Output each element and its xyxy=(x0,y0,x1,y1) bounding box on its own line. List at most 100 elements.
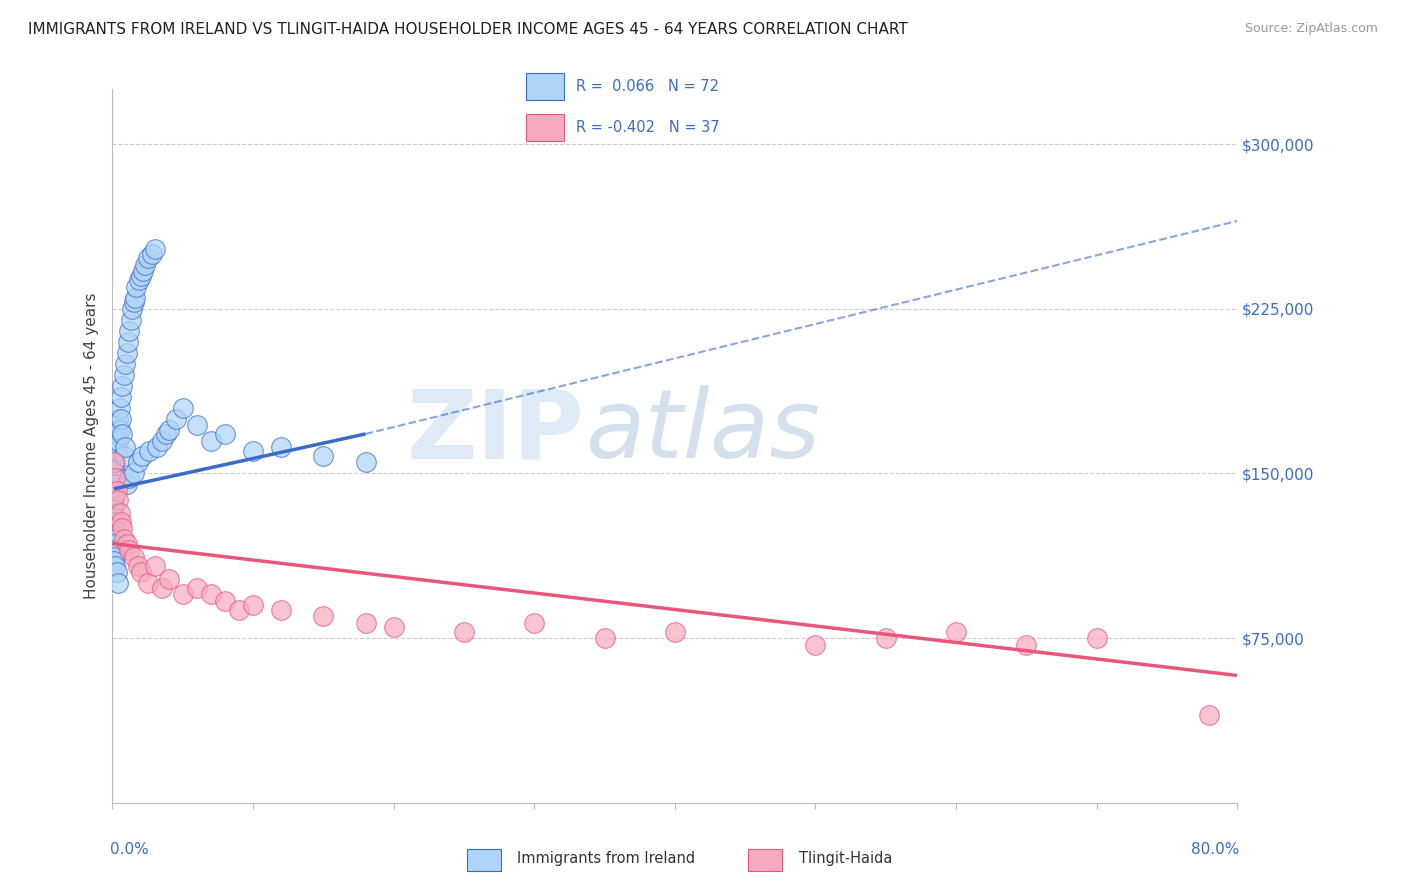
Point xyxy=(1198,708,1220,723)
Point xyxy=(103,528,125,542)
Point xyxy=(115,477,138,491)
Point xyxy=(242,444,264,458)
Point xyxy=(118,324,141,338)
Point xyxy=(945,624,967,639)
Point xyxy=(107,492,129,507)
Point xyxy=(122,467,145,481)
Bar xyxy=(467,849,501,871)
Point xyxy=(107,411,129,425)
Point xyxy=(242,598,264,612)
Point xyxy=(136,576,159,591)
Point xyxy=(138,444,160,458)
Point xyxy=(108,506,131,520)
Point xyxy=(270,602,292,616)
Point xyxy=(186,418,208,433)
Point xyxy=(129,268,152,283)
Point xyxy=(108,423,131,437)
Point xyxy=(146,440,169,454)
Point xyxy=(103,554,125,568)
Point xyxy=(104,488,127,502)
Text: R =  0.066   N = 72: R = 0.066 N = 72 xyxy=(576,79,718,94)
Point xyxy=(111,426,134,441)
Point xyxy=(103,492,125,507)
Point xyxy=(103,483,125,498)
Point xyxy=(354,615,377,630)
Point xyxy=(103,471,125,485)
Point xyxy=(104,477,127,491)
Point xyxy=(172,587,194,601)
Text: Source: ZipAtlas.com: Source: ZipAtlas.com xyxy=(1244,22,1378,36)
Point xyxy=(172,401,194,415)
Point xyxy=(270,440,292,454)
Point xyxy=(593,631,616,645)
Point xyxy=(523,615,546,630)
Point xyxy=(110,411,132,425)
Point xyxy=(103,510,125,524)
Point xyxy=(110,515,132,529)
Point xyxy=(143,243,166,257)
Point xyxy=(103,462,125,476)
Point xyxy=(111,378,134,392)
Point xyxy=(118,543,141,558)
Point xyxy=(150,581,173,595)
Point xyxy=(165,411,187,425)
Point xyxy=(382,620,405,634)
Point xyxy=(103,537,125,551)
Bar xyxy=(748,849,782,871)
Point xyxy=(117,334,139,349)
Point xyxy=(115,537,138,551)
Text: atlas: atlas xyxy=(585,385,820,478)
Point xyxy=(103,549,125,564)
Point xyxy=(103,533,125,547)
Point xyxy=(114,440,136,454)
Point xyxy=(103,455,125,469)
Point xyxy=(155,426,177,441)
Point xyxy=(125,280,148,294)
Point xyxy=(128,273,150,287)
Text: R = -0.402   N = 37: R = -0.402 N = 37 xyxy=(576,120,720,135)
Point xyxy=(110,390,132,404)
Point xyxy=(107,576,129,591)
Point xyxy=(1015,638,1038,652)
Bar xyxy=(526,114,564,141)
Point xyxy=(112,533,135,547)
Text: IMMIGRANTS FROM IRELAND VS TLINGIT-HAIDA HOUSEHOLDER INCOME AGES 45 - 64 YEARS C: IMMIGRANTS FROM IRELAND VS TLINGIT-HAIDA… xyxy=(28,22,908,37)
Point xyxy=(228,602,250,616)
Point xyxy=(104,471,127,485)
Point xyxy=(186,581,208,595)
Point xyxy=(1085,631,1108,645)
Text: Tlingit-Haida: Tlingit-Haida xyxy=(799,851,891,866)
Point xyxy=(127,455,149,469)
Point xyxy=(114,357,136,371)
Point xyxy=(129,566,152,580)
Point xyxy=(103,515,125,529)
Point xyxy=(105,444,128,458)
Point xyxy=(104,455,127,469)
Point xyxy=(121,301,143,316)
Point xyxy=(104,558,127,573)
Point xyxy=(103,444,125,458)
Point xyxy=(134,258,156,272)
Point xyxy=(118,471,141,485)
Point xyxy=(453,624,475,639)
Bar xyxy=(526,73,564,100)
Point xyxy=(143,558,166,573)
Point xyxy=(312,609,335,624)
Point xyxy=(122,295,145,310)
Point xyxy=(312,449,335,463)
Text: Immigrants from Ireland: Immigrants from Ireland xyxy=(517,851,696,866)
Point xyxy=(131,449,153,463)
Point xyxy=(214,426,236,441)
Point xyxy=(111,521,134,535)
Point xyxy=(157,572,180,586)
Point xyxy=(103,521,125,535)
Point xyxy=(120,312,142,326)
Point xyxy=(122,549,145,564)
Y-axis label: Householder Income Ages 45 - 64 years: Householder Income Ages 45 - 64 years xyxy=(83,293,98,599)
Point xyxy=(105,423,128,437)
Point xyxy=(200,434,222,448)
Point xyxy=(127,558,149,573)
Point xyxy=(105,483,128,498)
Point xyxy=(132,264,155,278)
Point xyxy=(354,455,377,469)
